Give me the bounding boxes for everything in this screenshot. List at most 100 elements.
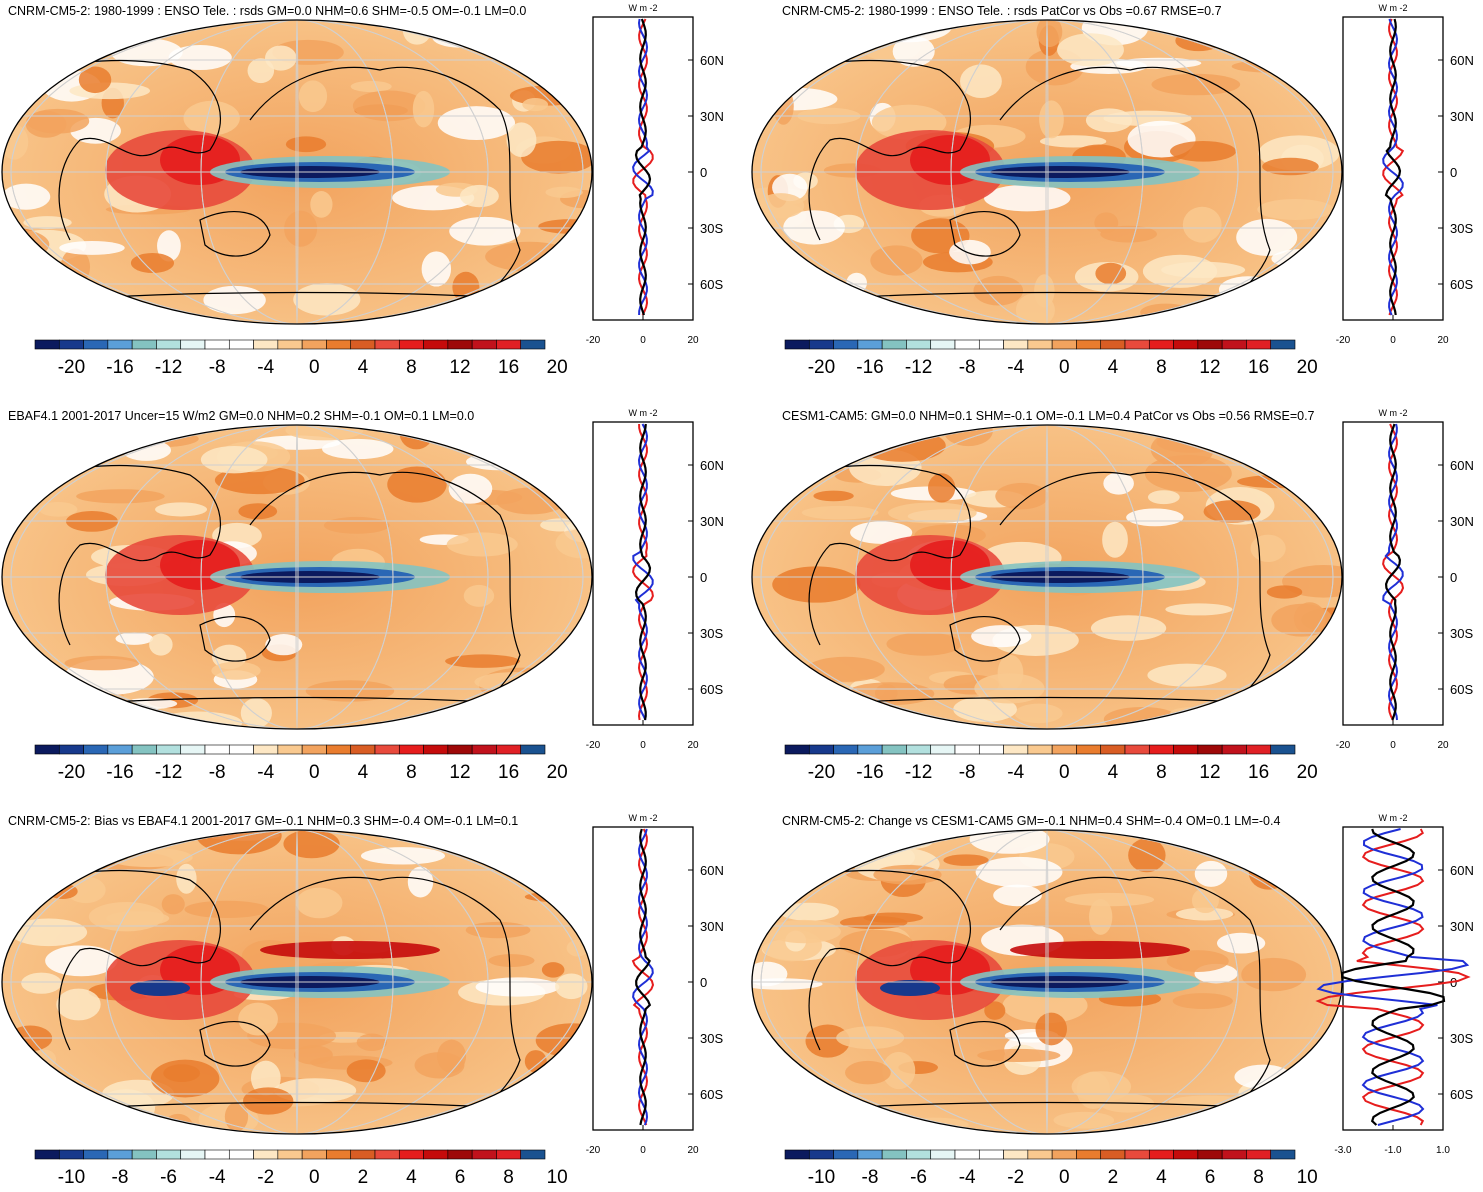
coastline-australia: [199, 1021, 271, 1067]
field-patch: [45, 945, 118, 977]
field-patch: [264, 45, 297, 71]
latitude-tick-label: 0: [700, 165, 707, 180]
field-patch: [773, 87, 794, 125]
colorbar-box: [930, 1149, 956, 1160]
field-patch: [478, 310, 503, 324]
profile-xtick-label: 0: [1390, 740, 1396, 751]
field-patch: [995, 482, 1049, 510]
field-patch: [1095, 262, 1127, 285]
longitude-gridline: [855, 830, 1239, 1134]
latitude-tick-label: 60S: [1450, 682, 1473, 697]
field-patch: [421, 251, 452, 287]
colorbar-box: [301, 1149, 327, 1160]
longitude-gridline: [105, 425, 489, 729]
colorbar-label: -8: [209, 762, 226, 783]
field-patch: [416, 312, 489, 324]
map: [1, 424, 593, 730]
colorbar-box: [1003, 744, 1029, 755]
panel-title: CNRM-CM5-2: 1980-1999 : ENSO Tele. : rsd…: [782, 4, 1222, 18]
latitude-tick-label: 0: [700, 975, 707, 990]
colorbar-box: [58, 339, 84, 350]
longitude-gridline: [950, 830, 1144, 1134]
bias-blue-patch: [130, 980, 190, 996]
colorbar-box: [978, 339, 1004, 350]
colorbar-box: [83, 744, 109, 755]
field-patch: [81, 843, 104, 859]
field-patch: [1126, 508, 1184, 527]
field-patch: [752, 271, 794, 307]
field-patch: [78, 66, 112, 94]
field-patch: [446, 532, 518, 557]
colorbar-box: [1100, 339, 1126, 350]
colorbar-box: [857, 744, 883, 755]
colorbar-label: 0: [1059, 357, 1070, 378]
field-patch: [993, 884, 1042, 907]
field-patch: [984, 184, 1071, 212]
field-patch: [65, 876, 106, 904]
field-patch: [183, 100, 240, 136]
profile-series-mean: [635, 828, 652, 1126]
field-patch: [1231, 60, 1309, 73]
colorbar-box: [204, 1149, 230, 1160]
colorbar-box: [374, 339, 400, 350]
field-patch: [356, 1033, 387, 1051]
colorbar-label: -4: [1007, 762, 1024, 783]
bias-red-band: [260, 941, 440, 959]
colorbar-label: -2: [257, 1167, 274, 1187]
field-patch: [555, 527, 592, 559]
field-patch: [974, 673, 1045, 704]
colorbar-box: [253, 744, 279, 755]
latitude-tick-label: 30N: [700, 109, 724, 124]
colorbar-box: [1221, 744, 1247, 755]
field-patch: [984, 1001, 1006, 1020]
profile-units: W m -2: [1379, 3, 1408, 13]
map-border: [751, 19, 1343, 325]
colorbar-box: [350, 744, 376, 755]
profile-series-reference: [632, 18, 654, 316]
colorbar-label: -12: [905, 762, 932, 783]
colorbar-box: [857, 339, 883, 350]
colorbar-box: [520, 1149, 546, 1160]
latitude-tick-label: 60N: [700, 458, 724, 473]
colorbar-box: [1197, 744, 1223, 755]
field-patch: [752, 1077, 808, 1114]
colorbar-label: 20: [547, 762, 568, 783]
field-patch: [2, 682, 37, 699]
field-patch: [806, 656, 885, 682]
colorbar-box: [954, 339, 980, 350]
colorbar-box: [496, 1149, 522, 1160]
latitude-tick-label: 30N: [700, 514, 724, 529]
longitude-gridline: [855, 425, 1239, 729]
zonal-profile: W m -2 60N 30N 0 30S 60S -20 0 20: [586, 3, 724, 346]
field-patch: [552, 702, 592, 716]
colorbar-box: [930, 744, 956, 755]
colorbar-label: 8: [406, 762, 417, 783]
coastline-australia: [949, 211, 1021, 257]
longitude-gridline: [200, 425, 394, 729]
field-patch: [813, 490, 854, 502]
field-patch: [1147, 663, 1227, 687]
zonal-profile: W m -2 60N 30N 0 30S 60S -20 0 20: [1336, 3, 1474, 346]
field-patch: [886, 632, 962, 656]
field-patch: [20, 288, 103, 310]
field-patch: [1100, 225, 1157, 243]
colorbar-label: 4: [1156, 1167, 1167, 1187]
colorbar-box: [107, 744, 133, 755]
colorbar-label: -10: [808, 1167, 835, 1187]
map-field: [752, 20, 1342, 324]
field-patch: [848, 431, 888, 446]
colorbar-box: [784, 1149, 810, 1160]
field-patch: [496, 487, 567, 515]
field-patch: [892, 36, 935, 67]
colorbar-label: -16: [106, 762, 133, 783]
field-patch: [463, 584, 495, 607]
field-patch: [791, 25, 823, 50]
colorbar-box: [398, 744, 424, 755]
latitude-tick-label: 60N: [700, 53, 724, 68]
field-patch: [535, 1023, 592, 1058]
colorbar-box: [520, 744, 546, 755]
latitude-tick-label: 30N: [1450, 109, 1474, 124]
map-border: [1, 424, 593, 730]
field-patch: [1102, 521, 1128, 558]
colorbar-box: [906, 1149, 932, 1160]
